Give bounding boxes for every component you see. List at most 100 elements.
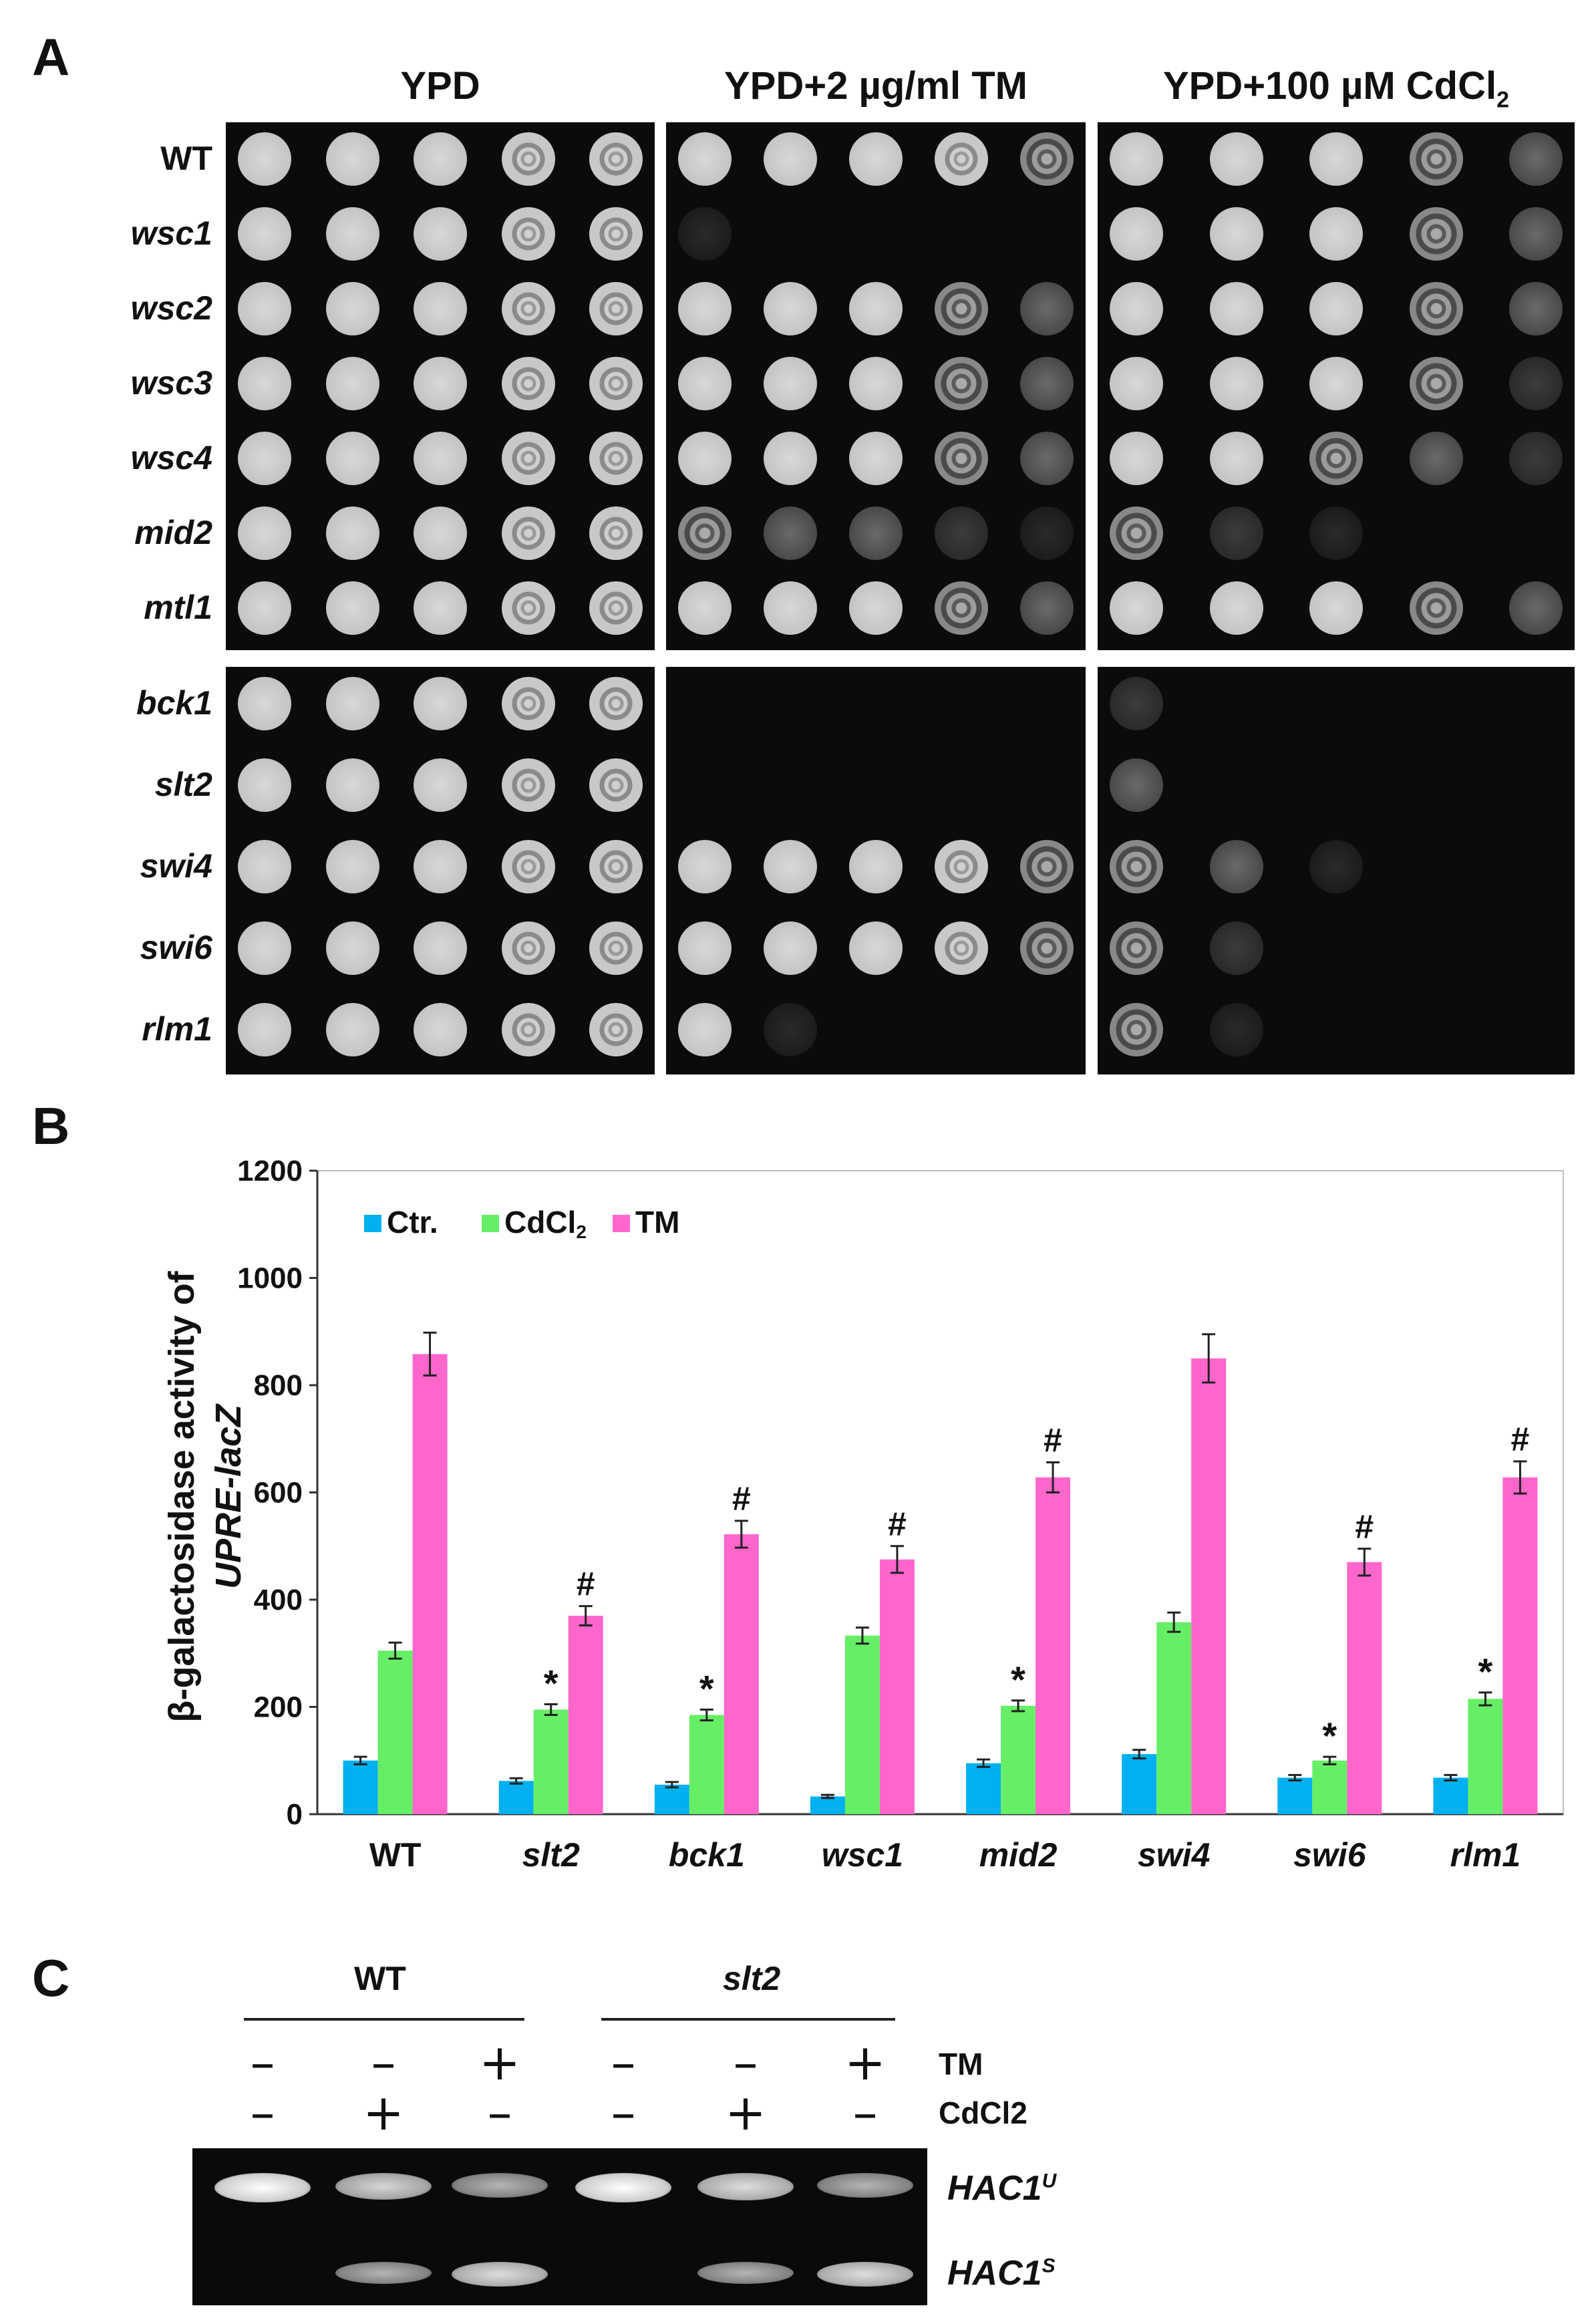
colony-spot (501, 921, 555, 975)
colony-spot (849, 921, 903, 975)
colony-spot (501, 506, 555, 560)
gel-band-unspliced (817, 2173, 913, 2198)
colony-spot (1110, 581, 1163, 635)
colony-spot (238, 357, 291, 410)
bar (1312, 1760, 1347, 1814)
bar (1156, 1622, 1192, 1814)
cdcl2-sign: – (611, 2084, 636, 2142)
tm-sign: – (733, 2034, 758, 2091)
colony-spot (325, 132, 379, 186)
gel-band-unspliced (335, 2173, 432, 2200)
colony-spot (935, 132, 988, 186)
colony-spot (501, 581, 555, 635)
colony-spot (1309, 840, 1363, 893)
colony-spot (935, 432, 988, 485)
bar (568, 1616, 603, 1814)
tm-sign: – (371, 2034, 396, 2091)
colony-spot (678, 1003, 732, 1056)
colony-spot (589, 506, 643, 560)
colony-spot (1209, 506, 1263, 560)
bar (343, 1760, 378, 1814)
colony-spot (764, 921, 817, 975)
legend-swatch (482, 1215, 499, 1232)
legend-label: TM (635, 1205, 679, 1240)
bar (1502, 1477, 1538, 1814)
colony-spot (935, 357, 988, 410)
strain-label: mid2 (134, 514, 212, 551)
colony-spot (1309, 432, 1363, 485)
y-tick-label: 1000 (237, 1262, 303, 1295)
tm-sign: – (250, 2034, 275, 2091)
colony-spot (1110, 921, 1163, 975)
bar (654, 1784, 689, 1814)
colony-spot (1209, 207, 1263, 261)
strain-label: mtl1 (144, 589, 212, 626)
y-tick-label: 1200 (237, 1155, 303, 1187)
colony-spot (1110, 677, 1163, 730)
colony-spot (935, 581, 988, 635)
colony-spot (764, 1003, 817, 1056)
condition-heading: YPD+100 µM CdCl2 (1162, 64, 1510, 113)
colony-spot (238, 677, 291, 730)
colony-spot (414, 432, 467, 485)
colony-spot (589, 207, 643, 261)
colony-spot (1110, 207, 1163, 261)
strain-label: swi6 (140, 929, 212, 966)
x-tick-label: slt2 (522, 1836, 580, 1874)
colony-spot (1110, 357, 1163, 410)
colony-spot (678, 581, 732, 635)
colony-spot (1409, 132, 1463, 186)
colony-spot (414, 207, 467, 261)
gel-band-spliced (817, 2262, 913, 2287)
bar (377, 1650, 413, 1814)
colony-spot (764, 581, 817, 635)
colony-spot (1110, 132, 1163, 186)
colony-spot (1209, 357, 1263, 410)
bar (724, 1534, 759, 1814)
colony-spot (589, 840, 643, 893)
legend-label: Ctr. (387, 1205, 438, 1240)
colony-spot (414, 1003, 467, 1056)
colony-spot (1309, 282, 1363, 335)
condition-heading: YPD+2 µg/ml TM (724, 64, 1027, 108)
colony-spot (589, 758, 643, 812)
colony-spot (501, 840, 555, 893)
colony-spot (325, 357, 379, 410)
colony-spot (414, 132, 467, 186)
colony-spot (1209, 840, 1263, 893)
y-tick-label: 200 (254, 1691, 303, 1724)
colony-spot (678, 506, 732, 560)
significance-hash: # (732, 1480, 751, 1517)
colony-spot (1209, 581, 1263, 635)
bar (844, 1635, 880, 1814)
significance-hash: # (1355, 1508, 1374, 1546)
bar (1433, 1777, 1468, 1814)
colony-spot (414, 282, 467, 335)
colony-spot (849, 357, 903, 410)
cdcl2-sign: + (362, 2084, 404, 2142)
tm-sign: – (611, 2034, 636, 2091)
colony-spot (1020, 132, 1074, 186)
colony-spot (1309, 132, 1363, 186)
gel-band-spliced (697, 2262, 794, 2284)
colony-spot (325, 921, 379, 975)
colony-spot (501, 1003, 555, 1056)
colony-spot (238, 282, 291, 335)
cdcl2-sign: – (852, 2084, 878, 2142)
strain-label: slt2 (154, 766, 212, 803)
strain-label: bck1 (136, 684, 212, 722)
colony-spot (849, 840, 903, 893)
y-axis-label: β-galactosidase activity of (162, 1270, 202, 1722)
x-tick-label: bck1 (669, 1836, 745, 1874)
strain-label: wsc2 (130, 289, 212, 327)
colony-spot (764, 840, 817, 893)
cdcl2-sign: – (250, 2084, 275, 2142)
colony-spot (1020, 282, 1074, 335)
colony-spot (238, 921, 291, 975)
colony-spot (1309, 581, 1363, 635)
y-tick-label: 0 (287, 1798, 303, 1831)
colony-spot (501, 132, 555, 186)
panel-c-letter: C (32, 1948, 70, 2007)
colony-spot (849, 282, 903, 335)
group-label-wt: WT (354, 1960, 406, 1997)
